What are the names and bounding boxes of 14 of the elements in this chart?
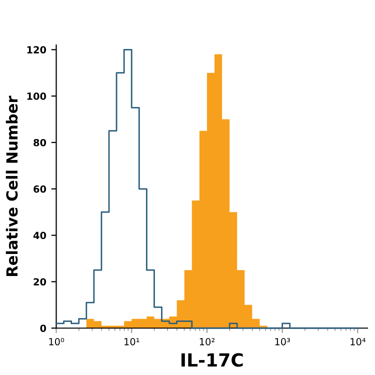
x-tick-label: 10²: [200, 338, 214, 346]
y-tick-label: 100: [27, 92, 46, 100]
x-tick-label: 10⁴: [350, 338, 366, 346]
x-tick-label: 10⁰: [49, 338, 64, 346]
x-tick-label: 10³: [275, 338, 290, 346]
y-tick-label: 80: [34, 138, 46, 146]
y-tick-label: 40: [33, 232, 46, 240]
y-tick-label: 120: [27, 46, 46, 54]
y-tick-label: 60: [34, 185, 46, 193]
y-tick-label: 0: [40, 324, 46, 332]
y-tick-label: 20: [34, 278, 46, 286]
y-axis-title: Relative Cell Number: [6, 96, 18, 276]
x-tick-label: 10¹: [124, 338, 140, 346]
x-axis-title: IL-17C: [181, 353, 243, 367]
